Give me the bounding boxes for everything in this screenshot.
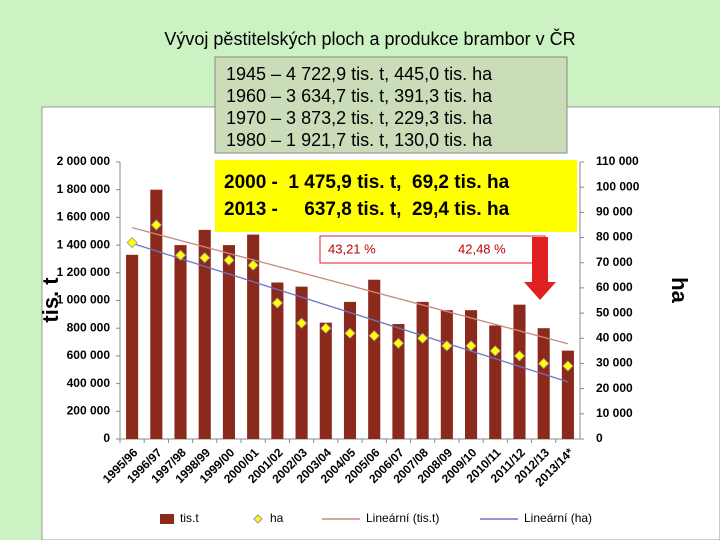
legend-swatch (253, 514, 263, 524)
info-box (214, 56, 568, 154)
y-tick-label: 1 800 000 (57, 182, 111, 196)
diamond-marker (538, 357, 550, 370)
y2-tick-label: 100 000 (596, 179, 640, 193)
y2-tick-label: 110 000 (596, 154, 639, 168)
trend-line (131, 226, 569, 345)
highlight-line: 2013 - 637,8 tis. t, 29,4 tis. ha (224, 199, 510, 220)
diamond-marker (489, 345, 501, 357)
y2-tick-label: 50 000 (596, 305, 633, 319)
bar (368, 279, 381, 439)
y-tick-label: 1 000 000 (57, 293, 111, 307)
percent-label: 42,48 % (458, 241, 506, 256)
y-tick-label: 800 000 (67, 320, 111, 334)
y-tick-label: 400 000 (67, 376, 111, 390)
y2-axis-label: ha (667, 277, 692, 303)
diamond-marker (223, 254, 235, 266)
bar (343, 301, 357, 439)
bar (295, 286, 308, 439)
bar (222, 245, 235, 439)
diamond-marker (417, 332, 429, 344)
bar (489, 325, 502, 439)
y-tick-label: 600 000 (67, 348, 111, 362)
y2-tick-label: 60 000 (596, 280, 633, 294)
y-axis-label: tis. t (38, 277, 63, 323)
trend-line (131, 242, 569, 383)
bar (247, 234, 260, 439)
legend-label: Lineární (tis.t) (366, 511, 439, 525)
diamond-marker (247, 259, 259, 271)
info-line: 1960 – 3 634,7 tis. t, 391,3 tis. ha (226, 86, 493, 106)
diamond-marker (271, 297, 283, 309)
y2-tick-label: 40 000 (596, 330, 633, 344)
y2-tick-label: 10 000 (596, 406, 633, 420)
y-tick-label: 1 400 000 (57, 237, 111, 251)
y-tick-label: 0 (103, 431, 110, 445)
diamond-marker (296, 317, 308, 329)
diamond-marker (465, 340, 477, 352)
diamond-marker (320, 322, 332, 334)
y2-tick-label: 0 (596, 431, 603, 445)
diamond-marker (392, 337, 404, 349)
bar (440, 310, 453, 439)
y-tick-label: 200 000 (67, 403, 111, 417)
bar (271, 282, 284, 439)
legend-swatch (160, 514, 174, 524)
diamond-marker (199, 252, 211, 264)
diamond-marker (513, 350, 526, 362)
diamond-marker (344, 327, 356, 339)
bar (198, 229, 211, 439)
highlight-line: 2000 - 1 475,9 tis. t, 69,2 tis. ha (224, 172, 510, 193)
percent-label: 43,21 % (328, 241, 376, 256)
bar (392, 324, 405, 439)
info-line: 1945 – 4 722,9 tis. t, 445,0 tis. ha (226, 64, 493, 84)
diamond-marker (368, 330, 380, 342)
y-tick-label: 1 200 000 (57, 265, 111, 279)
bar (561, 350, 574, 439)
bar (126, 254, 139, 439)
bar (174, 245, 187, 439)
bar (537, 328, 550, 439)
diamond-marker (126, 237, 138, 249)
diamond-marker (441, 340, 453, 352)
y2-tick-label: 30 000 (596, 356, 633, 370)
y-tick-label: 1 600 000 (57, 210, 111, 224)
arrow-shaft (532, 237, 548, 282)
bar (465, 310, 478, 439)
y2-tick-label: 20 000 (596, 381, 633, 395)
y2-tick-label: 80 000 (596, 230, 633, 244)
diamond-marker (150, 219, 162, 231)
legend-label: tis.t (180, 511, 199, 525)
bar (319, 322, 332, 439)
diamond-marker (174, 249, 187, 261)
chart-title: Vývoj pěstitelských ploch a produkce bra… (164, 28, 575, 49)
diamond-marker (562, 360, 574, 372)
bar (416, 301, 429, 439)
arrow-head (524, 282, 556, 300)
y2-tick-label: 90 000 (596, 205, 633, 219)
info-line: 1980 – 1 921,7 tis. t, 130,0 tis. ha (226, 130, 493, 150)
info-line: 1970 – 3 873,2 tis. t, 229,3 tis. ha (226, 108, 493, 128)
legend-label: Lineární (ha) (524, 511, 592, 525)
legend-label: ha (270, 511, 284, 525)
bar (513, 304, 526, 439)
highlight-box (215, 160, 577, 232)
y2-tick-label: 70 000 (596, 255, 633, 269)
y-tick-label: 2 000 000 (57, 154, 111, 168)
